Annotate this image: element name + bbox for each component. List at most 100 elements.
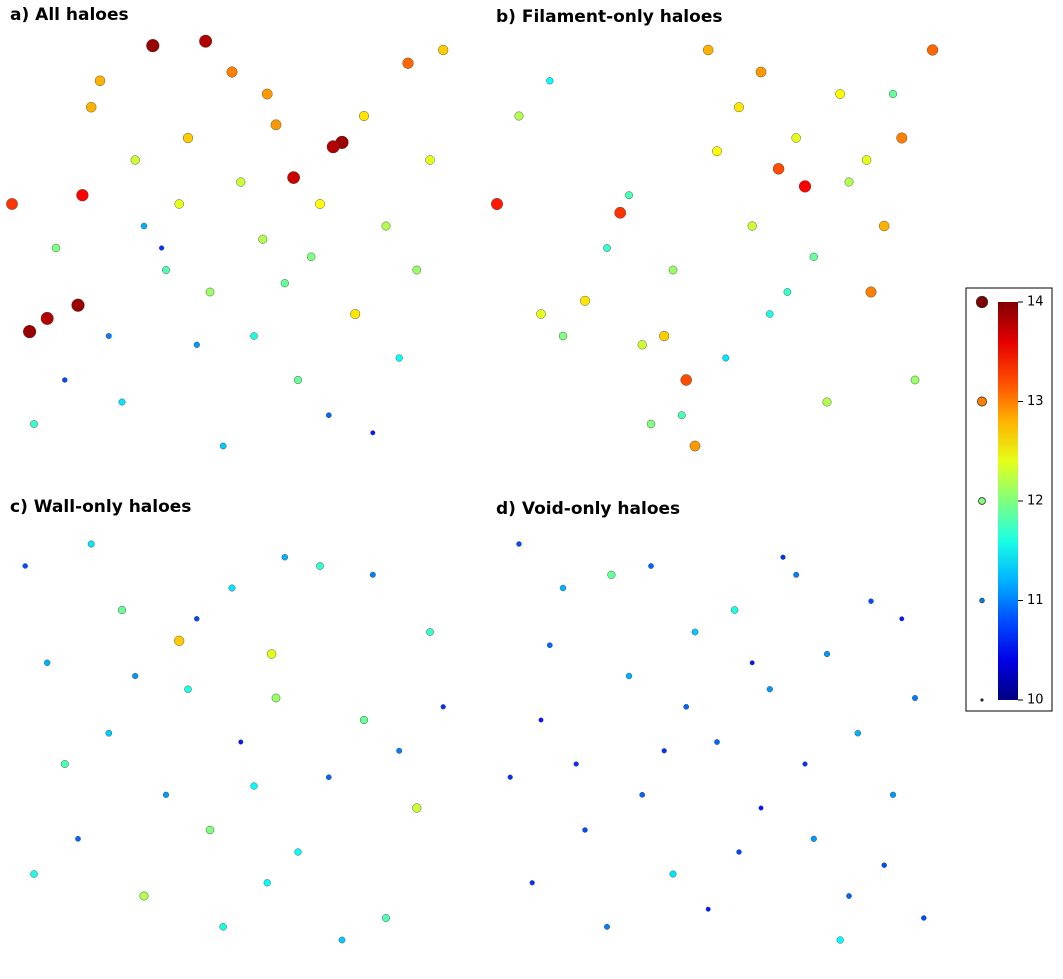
- halo: [30, 870, 38, 878]
- halo: [669, 870, 677, 878]
- halo: [22, 563, 28, 569]
- halo: [766, 310, 774, 318]
- halo: [40, 311, 54, 325]
- halo: [881, 862, 887, 868]
- halo: [791, 133, 801, 143]
- halo: [174, 635, 185, 646]
- halo: [236, 177, 246, 187]
- halo: [440, 704, 446, 710]
- halo: [315, 199, 325, 209]
- colorbar-tick-label: 11: [1027, 593, 1044, 608]
- halo: [280, 279, 289, 288]
- halo: [868, 598, 874, 604]
- halo: [87, 540, 95, 548]
- halo: [60, 760, 69, 768]
- halo: [6, 198, 18, 210]
- halo: [823, 650, 831, 658]
- halo: [359, 715, 369, 725]
- halo: [573, 761, 579, 767]
- halo: [912, 695, 918, 701]
- halo: [625, 672, 633, 680]
- halo: [396, 747, 403, 754]
- halo: [802, 761, 808, 767]
- colorbar-tick-label: 13: [1027, 394, 1044, 409]
- halo: [559, 584, 567, 592]
- halo: [23, 325, 37, 339]
- halo: [691, 628, 699, 636]
- halo: [822, 397, 832, 407]
- halo: [140, 222, 148, 230]
- halo: [625, 191, 633, 200]
- halo: [639, 791, 646, 798]
- halo: [325, 412, 332, 419]
- panel-title: c) Wall-only haloes: [10, 497, 191, 517]
- halo: [266, 649, 277, 659]
- halo: [261, 88, 273, 100]
- halo: [921, 915, 927, 921]
- halo: [132, 672, 139, 680]
- halo: [668, 265, 678, 275]
- halo: [294, 848, 302, 856]
- halo: [722, 354, 730, 362]
- colorbar-tick-label: 10: [1027, 693, 1044, 708]
- halo: [507, 774, 513, 780]
- halo: [62, 377, 68, 383]
- halo: [899, 616, 905, 622]
- size-key: [978, 497, 986, 505]
- halo: [683, 703, 690, 710]
- halo: [226, 66, 238, 78]
- halo: [316, 562, 324, 570]
- halo: [425, 155, 435, 165]
- halo: [659, 330, 670, 342]
- halo: [263, 879, 271, 887]
- halo: [614, 206, 627, 219]
- halo: [514, 111, 524, 121]
- halo: [369, 571, 376, 578]
- panel-title: b) Filament-only haloes: [496, 7, 722, 27]
- halo: [749, 660, 755, 666]
- halo: [558, 331, 568, 341]
- halo: [736, 849, 742, 855]
- halo: [780, 554, 786, 560]
- halo: [395, 354, 403, 362]
- halo: [105, 333, 112, 339]
- halo: [184, 685, 192, 693]
- halo: [71, 298, 85, 312]
- halo: [325, 774, 332, 781]
- halo: [580, 295, 590, 306]
- halo: [162, 791, 170, 798]
- halo: [747, 221, 757, 231]
- halo: [798, 180, 812, 193]
- halo: [604, 923, 610, 930]
- halo: [705, 906, 711, 912]
- halo: [607, 570, 616, 579]
- halo: [730, 606, 739, 614]
- halo: [338, 936, 346, 944]
- halo: [162, 266, 170, 274]
- halo: [258, 234, 268, 244]
- size-key: [980, 698, 984, 702]
- halo: [491, 198, 503, 210]
- halo: [412, 803, 422, 813]
- halo: [546, 77, 554, 85]
- halo: [755, 66, 767, 78]
- halo: [205, 825, 215, 835]
- halo: [30, 420, 38, 428]
- halo: [219, 923, 227, 931]
- halo: [287, 171, 300, 184]
- halo: [603, 244, 611, 252]
- halo: [250, 332, 258, 340]
- halo: [139, 891, 149, 901]
- halo: [793, 571, 800, 578]
- halo: [75, 835, 81, 842]
- halo: [117, 605, 127, 615]
- halo: [271, 693, 281, 703]
- halo: [910, 375, 920, 385]
- halo: [438, 44, 449, 56]
- halo: [648, 563, 654, 569]
- halo: [637, 340, 647, 350]
- halo: [888, 89, 898, 99]
- halo: [326, 140, 340, 154]
- halo: [51, 243, 61, 253]
